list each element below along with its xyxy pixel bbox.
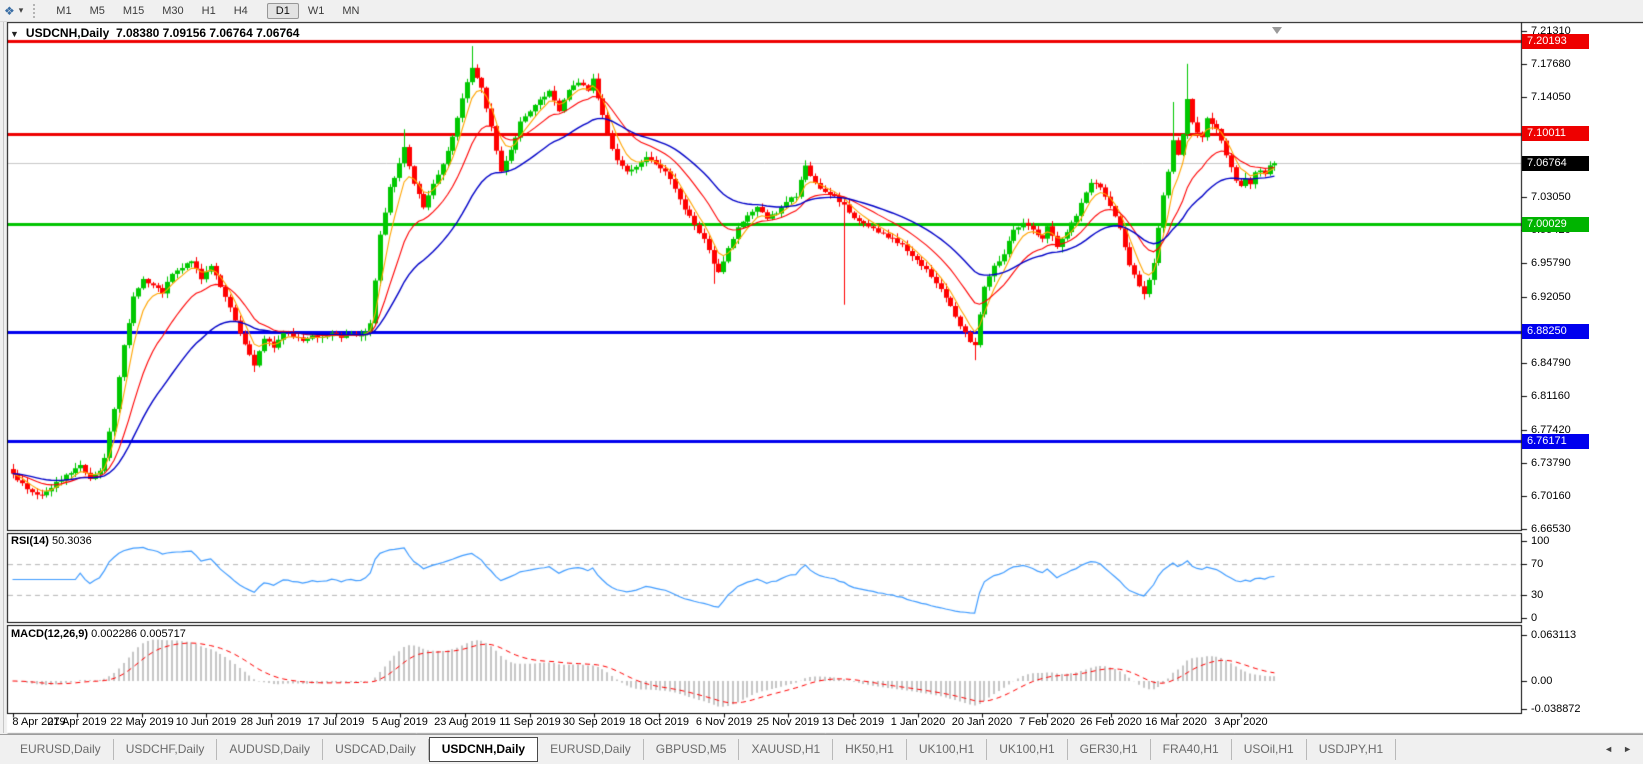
timeframe-button-H4[interactable]: H4 xyxy=(233,4,248,17)
macd-name: MACD(12,26,9) xyxy=(11,628,89,640)
chart-tab-bar: EURUSD,Daily USDCHF,Daily AUDUSD,Daily USDC… xyxy=(0,734,1643,764)
date-axis-label: 11 Sep 2019 xyxy=(499,716,561,728)
chart-shift-marker-icon[interactable] xyxy=(1272,27,1282,34)
date-axis-label: 26 Feb 2020 xyxy=(1080,716,1142,728)
macd-current-values: 0.002286 0.005717 xyxy=(91,628,186,640)
chart-tab-USDCNH-Daily[interactable]: USDCNH,Daily xyxy=(428,737,539,762)
chart-menu-caret-icon[interactable]: ▼ xyxy=(10,29,19,39)
timeframe-button-M30[interactable]: M30 xyxy=(162,4,184,17)
chart-tab-EURUSD-Daily[interactable]: EURUSD,Daily xyxy=(8,739,114,760)
date-axis-label: 10 Jun 2019 xyxy=(175,716,237,728)
date-axis-label: 30 Sep 2019 xyxy=(562,716,626,728)
tab-scroll-right-button[interactable]: ► xyxy=(1623,744,1632,754)
chart-tabs: EURUSD,Daily USDCHF,Daily AUDUSD,Daily USDC… xyxy=(0,735,1643,762)
date-axis-label: 3 Apr 2020 xyxy=(1214,716,1268,728)
chevron-down-icon[interactable]: ▾ xyxy=(18,5,24,15)
date-axis-label: 18 Oct 2019 xyxy=(629,716,689,728)
chart-ohlc-values: 7.08380 7.09156 7.06764 7.06764 xyxy=(115,26,300,40)
date-axis-label: 1 Jan 2020 xyxy=(890,716,946,728)
chart-tool-icon[interactable]: ❖ xyxy=(4,3,15,18)
date-axis-label: 5 Aug 2019 xyxy=(372,716,428,728)
rsi-current-value: 50.3036 xyxy=(51,535,92,547)
price-line-label: 7.06764 xyxy=(1522,156,1589,171)
price-tick-label: 7.14050 xyxy=(1531,91,1571,103)
timeframe-button-H1[interactable]: H1 xyxy=(201,4,216,17)
date-axis-label: 22 May 2019 xyxy=(110,716,174,728)
macd-indicator-label: MACD(12,26,9) 0.002286 0.005717 xyxy=(11,628,186,640)
date-axis-label: 20 Jan 2020 xyxy=(951,716,1013,728)
timeframe-button-MN[interactable]: MN xyxy=(342,4,360,17)
macd-tick-label: 0.00 xyxy=(1531,675,1553,687)
timeframe-button-M5[interactable]: M5 xyxy=(89,4,105,17)
chart-tab-UK100-H1[interactable]: UK100,H1 xyxy=(987,739,1068,760)
price-tick-label: 6.92050 xyxy=(1531,291,1571,303)
date-axis-label: 23 Aug 2019 xyxy=(434,716,496,728)
price-tick-label: 6.77420 xyxy=(1531,424,1571,436)
price-tick-label: 7.03050 xyxy=(1531,191,1571,203)
timeframe-button-W1[interactable]: W1 xyxy=(307,4,325,17)
macd-tick-label: -0.038872 xyxy=(1531,703,1581,715)
date-axis-label: 13 Dec 2019 xyxy=(821,716,885,728)
price-line-label: 6.76171 xyxy=(1522,434,1589,449)
chart-tab-HK50-H1[interactable]: HK50,H1 xyxy=(833,739,907,760)
chart-tab-GER30-H1[interactable]: GER30,H1 xyxy=(1068,739,1151,760)
toolbar: ❖ ▾ M1 M5 M15 M30 H1 H4 D1 W1 MN xyxy=(0,0,1643,22)
price-line-label: 7.20193 xyxy=(1522,34,1589,49)
rsi-tick-label: 70 xyxy=(1531,558,1544,570)
date-axis-label: 27 Apr 2019 xyxy=(47,716,107,728)
chart-tab-GBPUSD-M5[interactable]: GBPUSD,M5 xyxy=(644,739,740,760)
date-axis-label: 28 Jun 2019 xyxy=(240,716,302,728)
chart-tab-USDJPY-H1[interactable]: USDJPY,H1 xyxy=(1307,739,1397,760)
price-line-label: 7.10011 xyxy=(1522,126,1589,141)
timeframe-button-M1[interactable]: M1 xyxy=(56,4,72,17)
price-line-label: 7.00029 xyxy=(1522,217,1589,232)
tab-scroll-left-button[interactable]: ◄ xyxy=(1604,744,1614,754)
chart-tab-XAUUSD-H1[interactable]: XAUUSD,H1 xyxy=(739,739,834,760)
date-axis-label: 6 Nov 2019 xyxy=(695,716,753,728)
date-axis-label: 16 Mar 2020 xyxy=(1145,716,1207,728)
rsi-tick-label: 30 xyxy=(1531,589,1544,601)
tab-scrollers: ◄ ► xyxy=(1599,744,1637,754)
toolbar-grip-handle[interactable] xyxy=(33,3,38,18)
price-tick-label: 6.70160 xyxy=(1531,490,1571,502)
price-tick-label: 6.95790 xyxy=(1531,257,1571,269)
price-tick-label: 6.84790 xyxy=(1531,357,1571,369)
rsi-tick-label: 100 xyxy=(1531,535,1550,547)
date-axis-label: 8 Apr 2019 xyxy=(12,716,66,728)
price-line-label: 6.88250 xyxy=(1522,324,1589,339)
price-tick-label: 7.17680 xyxy=(1531,58,1571,70)
date-axis-label: 17 Jul 2019 xyxy=(307,716,365,728)
chart-tab-FRA40-H1[interactable]: FRA40,H1 xyxy=(1151,739,1232,760)
macd-tick-label: 0.063113 xyxy=(1531,629,1577,641)
chart-title: ▼ USDCNH,Daily 7.08380 7.09156 7.06764 7.… xyxy=(10,26,299,40)
price-tick-label: 6.73790 xyxy=(1531,457,1571,469)
rsi-name: RSI(14) xyxy=(11,535,49,547)
chart-symbol-period: USDCNH,Daily xyxy=(25,26,110,40)
date-axis-label: 25 Nov 2019 xyxy=(756,716,820,728)
chart-tab-UK100-H1[interactable]: UK100,H1 xyxy=(907,739,988,760)
chart-tab-EURUSD-Daily[interactable]: EURUSD,Daily xyxy=(538,739,644,760)
date-axis-label: 7 Feb 2020 xyxy=(1019,716,1075,728)
timeframe-button-group: M1 M5 M15 M30 H1 H4 D1 W1 MN xyxy=(47,2,378,19)
timeframe-button-D1[interactable]: D1 xyxy=(266,2,299,19)
rsi-indicator-label: RSI(14) 50.3036 xyxy=(11,535,92,547)
chart-tab-USDCAD-Daily[interactable]: USDCAD,Daily xyxy=(323,739,429,760)
price-tick-label: 6.66530 xyxy=(1531,523,1571,535)
price-tick-label: 6.81160 xyxy=(1531,390,1570,402)
rsi-tick-label: 0 xyxy=(1531,612,1538,624)
chart-tab-USDCHF-Daily[interactable]: USDCHF,Daily xyxy=(114,739,218,760)
timeframe-button-M15[interactable]: M15 xyxy=(122,4,145,17)
chart-tab-USOil-H1[interactable]: USOil,H1 xyxy=(1232,739,1307,760)
chart-tab-AUDUSD-Daily[interactable]: AUDUSD,Daily xyxy=(217,739,324,760)
